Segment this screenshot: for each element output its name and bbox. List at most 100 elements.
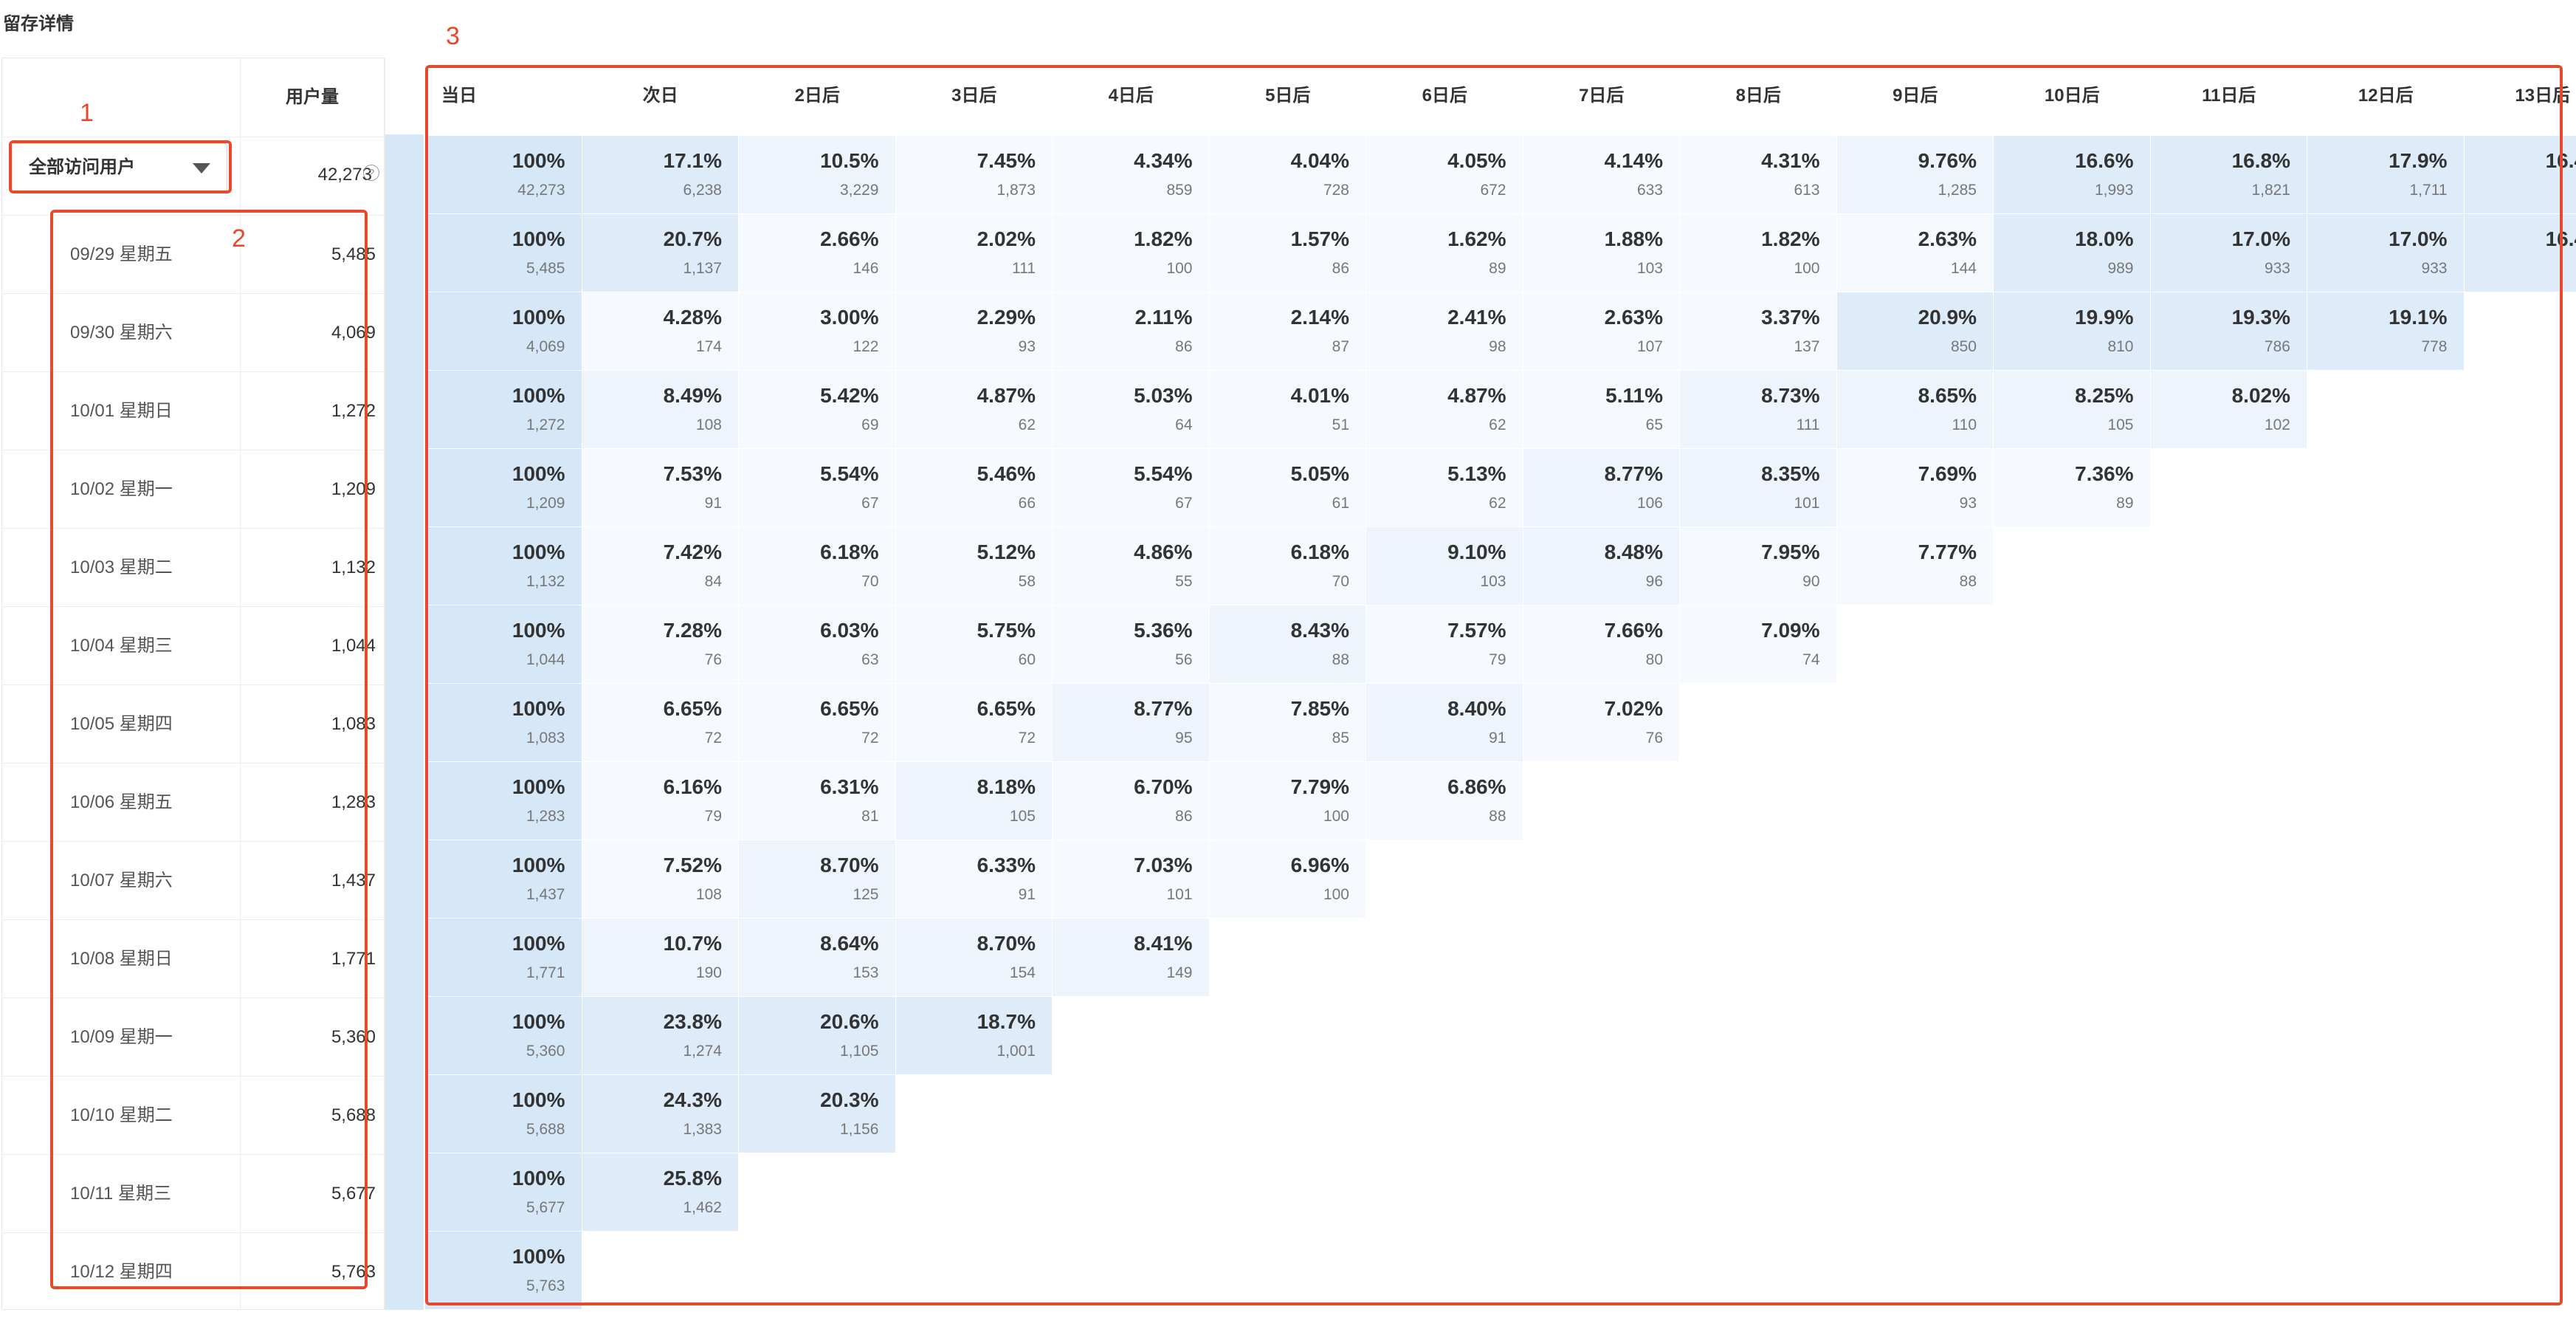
retention-cell[interactable]: 20.3% 1,156 bbox=[739, 1075, 896, 1153]
retention-cell[interactable]: 5.13% 62 bbox=[1366, 449, 1523, 527]
retention-cell[interactable]: 8.41% 149 bbox=[1053, 919, 1210, 997]
retention-cell[interactable]: 8.77% 106 bbox=[1523, 449, 1680, 527]
retention-cell[interactable]: 7.45% 1,873 bbox=[895, 136, 1053, 214]
retention-cell[interactable]: 8.77% 95 bbox=[1053, 684, 1210, 762]
retention-cell[interactable]: 100% 5,360 bbox=[425, 997, 582, 1075]
retention-cell[interactable]: 2.11% 86 bbox=[1053, 292, 1210, 371]
retention-cell[interactable]: 19.9% 810 bbox=[1994, 292, 2151, 371]
retention-cell[interactable]: 17.1% 6,238 bbox=[582, 136, 739, 214]
retention-cell[interactable]: 17.9% 1,711 bbox=[2307, 136, 2465, 214]
retention-cell[interactable]: 7.66% 80 bbox=[1523, 605, 1680, 684]
retention-cell[interactable]: 7.42% 84 bbox=[582, 527, 739, 605]
retention-cell[interactable]: 7.85% 85 bbox=[1209, 684, 1366, 762]
retention-cell[interactable]: 10.7% 190 bbox=[582, 919, 739, 997]
retention-cell[interactable]: 100% 5,485 bbox=[425, 214, 582, 292]
retention-cell[interactable]: 7.02% 76 bbox=[1523, 684, 1680, 762]
retention-cell[interactable]: 3.00% 122 bbox=[739, 292, 896, 371]
retention-cell[interactable]: 4.04% 728 bbox=[1209, 136, 1366, 214]
retention-cell[interactable]: 2.29% 93 bbox=[895, 292, 1053, 371]
retention-cell[interactable]: 9.76% 1,285 bbox=[1836, 136, 1994, 214]
retention-cell[interactable]: 5.12% 58 bbox=[895, 527, 1053, 605]
retention-cell[interactable]: 6.96% 100 bbox=[1209, 840, 1366, 919]
segment-dropdown[interactable]: 全部访问用户 bbox=[12, 143, 227, 192]
retention-cell[interactable]: 7.36% 89 bbox=[1994, 449, 2151, 527]
retention-cell[interactable]: 18.0% 989 bbox=[1994, 214, 2151, 292]
retention-cell[interactable]: 4.28% 174 bbox=[582, 292, 739, 371]
retention-cell[interactable]: 1.82% 100 bbox=[1053, 214, 1210, 292]
retention-cell[interactable]: 6.33% 91 bbox=[895, 840, 1053, 919]
retention-cell[interactable]: 100% 1,044 bbox=[425, 605, 582, 684]
retention-cell[interactable]: 25.8% 1,462 bbox=[582, 1153, 739, 1232]
retention-cell[interactable]: 7.57% 79 bbox=[1366, 605, 1523, 684]
retention-cell[interactable]: 4.86% 55 bbox=[1053, 527, 1210, 605]
retention-cell[interactable]: 100% 1,083 bbox=[425, 684, 582, 762]
retention-cell[interactable]: 4.14% 633 bbox=[1523, 136, 1680, 214]
retention-cell[interactable]: 7.52% 108 bbox=[582, 840, 739, 919]
retention-cell[interactable]: 8.65% 110 bbox=[1836, 371, 1994, 449]
retention-cell[interactable]: 100% 5,688 bbox=[425, 1075, 582, 1153]
retention-cell[interactable]: 16.4%902 bbox=[2464, 136, 2576, 214]
retention-cell[interactable]: 100% 1,272 bbox=[425, 371, 582, 449]
retention-cell[interactable]: 1.88% 103 bbox=[1523, 214, 1680, 292]
retention-cell[interactable]: 8.49% 108 bbox=[582, 371, 739, 449]
retention-cell[interactable]: 8.64% 153 bbox=[739, 919, 896, 997]
retention-cell[interactable]: 100% 5,763 bbox=[425, 1232, 582, 1310]
retention-cell[interactable]: 17.0% 933 bbox=[2150, 214, 2307, 292]
retention-cell[interactable]: 6.65% 72 bbox=[582, 684, 739, 762]
retention-cell[interactable]: 24.3% 1,383 bbox=[582, 1075, 739, 1153]
retention-cell[interactable]: 1.57% 86 bbox=[1209, 214, 1366, 292]
retention-cell[interactable]: 4.87% 62 bbox=[1366, 371, 1523, 449]
retention-cell[interactable]: 9.10% 103 bbox=[1366, 527, 1523, 605]
retention-cell[interactable]: 6.31% 81 bbox=[739, 762, 896, 840]
retention-cell[interactable]: 8.35% 101 bbox=[1680, 449, 1837, 527]
retention-cell[interactable]: 6.86% 88 bbox=[1366, 762, 1523, 840]
retention-cell[interactable]: 100% 42,273 bbox=[425, 136, 582, 214]
retention-cell[interactable]: 5.46% 66 bbox=[895, 449, 1053, 527]
retention-cell[interactable]: 18.7% 1,001 bbox=[895, 997, 1053, 1075]
retention-cell[interactable]: 6.70% 86 bbox=[1053, 762, 1210, 840]
retention-cell[interactable]: 100% 1,771 bbox=[425, 919, 582, 997]
retention-cell[interactable]: 100% 1,209 bbox=[425, 449, 582, 527]
retention-cell[interactable]: 7.77% 88 bbox=[1836, 527, 1994, 605]
retention-cell[interactable]: 5.54% 67 bbox=[1053, 449, 1210, 527]
retention-cell[interactable]: 7.79% 100 bbox=[1209, 762, 1366, 840]
retention-cell[interactable]: 100% 5,677 bbox=[425, 1153, 582, 1232]
retention-cell[interactable]: 4.87% 62 bbox=[895, 371, 1053, 449]
retention-cell[interactable]: 8.43% 88 bbox=[1209, 605, 1366, 684]
retention-cell[interactable]: 7.69% 93 bbox=[1836, 449, 1994, 527]
retention-cell[interactable]: 4.31% 613 bbox=[1680, 136, 1837, 214]
retention-cell[interactable]: 2.14% 87 bbox=[1209, 292, 1366, 371]
retention-cell[interactable]: 6.03% 63 bbox=[739, 605, 896, 684]
retention-cell[interactable]: 2.02% 111 bbox=[895, 214, 1053, 292]
retention-cell[interactable]: 8.18% 105 bbox=[895, 762, 1053, 840]
retention-cell[interactable]: 8.40% 91 bbox=[1366, 684, 1523, 762]
retention-cell[interactable]: 7.95% 90 bbox=[1680, 527, 1837, 605]
retention-cell[interactable]: 5.36% 56 bbox=[1053, 605, 1210, 684]
retention-cell[interactable]: 6.65% 72 bbox=[739, 684, 896, 762]
retention-cell[interactable]: 100% 1,283 bbox=[425, 762, 582, 840]
retention-cell[interactable]: 20.7% 1,137 bbox=[582, 214, 739, 292]
help-icon[interactable]: ? bbox=[363, 165, 379, 181]
retention-cell[interactable]: 8.73% 111 bbox=[1680, 371, 1837, 449]
retention-cell[interactable]: 8.70% 154 bbox=[895, 919, 1053, 997]
retention-cell[interactable]: 8.02% 102 bbox=[2150, 371, 2307, 449]
retention-cell[interactable]: 100% 1,132 bbox=[425, 527, 582, 605]
retention-cell[interactable]: 19.3% 786 bbox=[2150, 292, 2307, 371]
retention-cell[interactable]: 6.18% 70 bbox=[1209, 527, 1366, 605]
retention-cell[interactable]: 5.54% 67 bbox=[739, 449, 896, 527]
retention-cell[interactable]: 19.1% 778 bbox=[2307, 292, 2465, 371]
retention-cell[interactable]: 5.11% 65 bbox=[1523, 371, 1680, 449]
retention-cell[interactable]: 6.65% 72 bbox=[895, 684, 1053, 762]
retention-cell[interactable]: 2.63% 107 bbox=[1523, 292, 1680, 371]
retention-cell[interactable]: 2.63% 144 bbox=[1836, 214, 1994, 292]
retention-cell[interactable]: 8.25% 105 bbox=[1994, 371, 2151, 449]
retention-cell[interactable]: 7.09% 74 bbox=[1680, 605, 1837, 684]
retention-cell[interactable]: 4.05% 672 bbox=[1366, 136, 1523, 214]
retention-cell[interactable]: 5.42% 69 bbox=[739, 371, 896, 449]
retention-cell[interactable]: 16.6% 1,993 bbox=[1994, 136, 2151, 214]
retention-cell[interactable]: 5.05% 61 bbox=[1209, 449, 1366, 527]
retention-cell[interactable]: 6.16% 79 bbox=[582, 762, 739, 840]
retention-cell[interactable]: 16.8% 1,821 bbox=[2150, 136, 2307, 214]
retention-cell[interactable]: 5.75% 60 bbox=[895, 605, 1053, 684]
retention-cell[interactable]: 100% 4,069 bbox=[425, 292, 582, 371]
